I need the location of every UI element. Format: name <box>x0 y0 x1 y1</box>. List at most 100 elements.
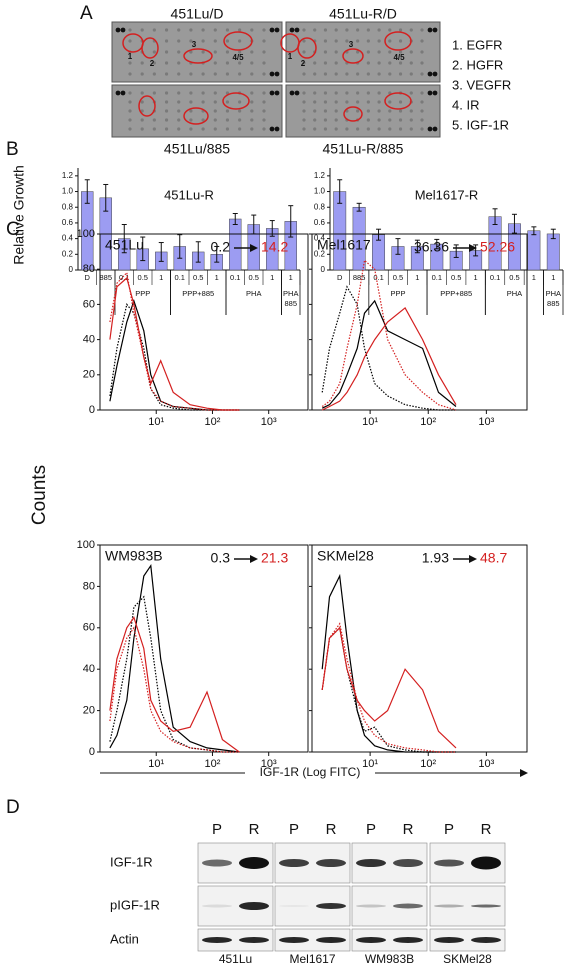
error-bar <box>414 239 420 254</box>
blot-spot <box>164 109 169 113</box>
category-label: 0.1 <box>373 273 383 282</box>
blot-spot <box>356 28 360 32</box>
panel-label: A <box>80 3 93 24</box>
blot-spot <box>128 91 132 95</box>
blot-band <box>471 856 501 870</box>
blot-spot <box>177 61 181 65</box>
histogram-curve <box>321 299 457 409</box>
blot-spot <box>388 61 392 65</box>
axis-arrowhead <box>520 769 528 777</box>
category-label: 1 <box>215 273 219 282</box>
blot-spot <box>238 72 242 76</box>
error-bar <box>140 236 146 262</box>
blot-spot <box>366 61 370 65</box>
blot-spot <box>420 127 424 131</box>
spot-label: 3 <box>192 40 197 49</box>
histogram-curve <box>109 626 240 753</box>
blot-spot <box>152 28 156 32</box>
group-label: PPP <box>135 289 150 298</box>
blot-spot <box>409 127 413 131</box>
highlight-ellipse <box>183 107 209 125</box>
blot-spot <box>225 72 230 76</box>
lane-label: R <box>481 821 492 838</box>
blot-spot <box>420 118 424 122</box>
blot-spot <box>225 61 230 65</box>
blot-spot <box>189 127 193 131</box>
ref-spot <box>274 126 280 132</box>
spot-label: 4/5 <box>393 53 405 62</box>
y-tick-label: 0.2 <box>314 249 326 258</box>
blot-strip <box>197 928 274 952</box>
blot-spot <box>366 91 370 95</box>
y-tick-label: 0 <box>69 265 74 274</box>
blot-band <box>393 937 423 943</box>
y-tick-label: 40 <box>83 663 95 675</box>
blot-spot <box>313 109 317 113</box>
blot-spot <box>189 50 193 54</box>
blot-spot <box>225 28 230 32</box>
blot-spot <box>323 127 328 131</box>
blot-spot <box>140 127 144 131</box>
blot-spot <box>250 100 254 104</box>
lane-label: R <box>403 821 414 838</box>
blot-spot <box>388 109 392 113</box>
error-bar <box>195 241 201 263</box>
blot-spot <box>377 61 381 65</box>
bar <box>546 233 560 271</box>
blot-spot <box>238 61 242 65</box>
category-label: 0.5 <box>249 273 259 282</box>
blot-spot <box>189 100 193 104</box>
histogram-curve <box>109 564 240 753</box>
blot-spot <box>225 127 230 131</box>
blot-spot <box>128 72 132 76</box>
annotation-arrowhead <box>469 244 477 252</box>
blot-band <box>202 859 232 867</box>
blot-spot <box>152 61 156 65</box>
blot-spot <box>225 109 230 113</box>
lane-label: P <box>444 821 454 838</box>
ref-spot <box>427 90 433 96</box>
error-bar <box>288 205 294 238</box>
error-bar <box>356 202 362 212</box>
blot-spot <box>334 50 338 54</box>
panel-label: D <box>6 797 20 818</box>
blot-band <box>434 904 464 908</box>
blot-spot <box>213 28 217 32</box>
blot-spot <box>409 61 413 65</box>
category-label: 1 <box>159 273 163 282</box>
blot-spot <box>225 39 230 43</box>
y-axis-label: Relative Growth <box>11 165 27 265</box>
ref-spot <box>432 126 438 132</box>
y-tick-label: 1.2 <box>314 171 326 180</box>
x-tick-label: 10¹ <box>148 758 164 770</box>
blot-spot <box>377 118 381 122</box>
y-tick-label: 100 <box>77 539 95 551</box>
lane-label: P <box>366 821 376 838</box>
blot-spot <box>398 100 403 104</box>
error-bar <box>434 238 440 250</box>
blot-spot <box>323 28 328 32</box>
annotation-before: 0.3 <box>211 550 231 566</box>
blot-spot <box>420 28 424 32</box>
highlight-ellipse <box>141 37 159 59</box>
category-label: 0.5 <box>193 273 203 282</box>
blot-spot <box>302 109 306 113</box>
blot-spot <box>140 91 144 95</box>
blot-spot <box>213 50 217 54</box>
blot-spot <box>128 61 132 65</box>
highlight-ellipse <box>297 37 317 59</box>
ref-spot <box>269 27 275 33</box>
blot-title: 451Lu-R/885 <box>323 141 404 157</box>
error-bar <box>473 244 479 257</box>
blot-spot <box>262 61 266 65</box>
blot-spot <box>201 28 205 32</box>
blot-spot <box>213 61 217 65</box>
error-bar <box>158 242 164 262</box>
blot-spot <box>250 109 254 113</box>
ref-spot <box>294 90 300 96</box>
blot-spot <box>420 61 424 65</box>
y-tick-label: 1.0 <box>62 187 74 196</box>
annotation-arrowhead <box>250 555 258 563</box>
blot-spot <box>323 109 328 113</box>
annotation-after: 21.3 <box>261 550 288 566</box>
